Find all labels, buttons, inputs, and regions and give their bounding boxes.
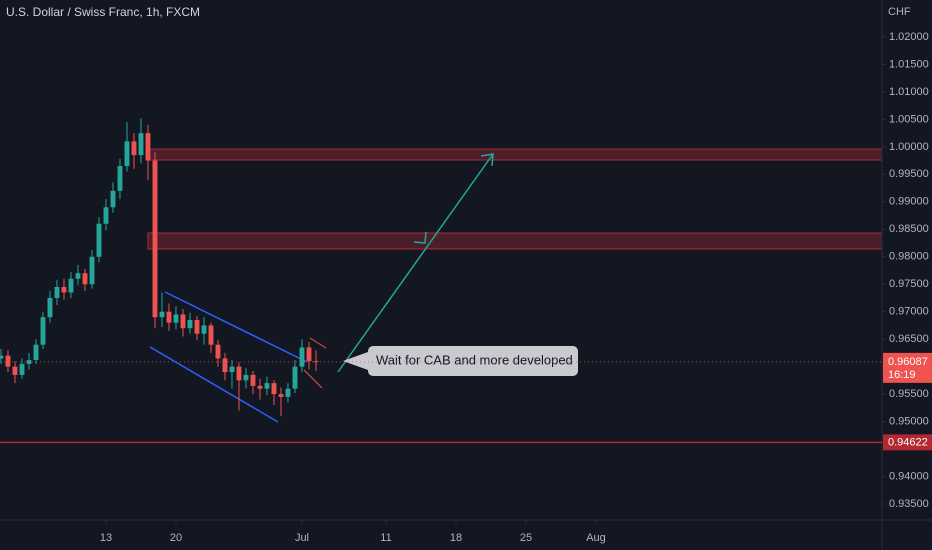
candle-body (145, 133, 151, 161)
candle-body (117, 166, 123, 191)
candle-body (166, 311, 172, 323)
y-tick-label: 1.00500 (889, 113, 929, 125)
x-tick-label: Jul (295, 532, 309, 544)
candle-body (285, 388, 291, 397)
candle-body (61, 286, 67, 293)
candle-body (292, 366, 298, 389)
callout-pointer (343, 352, 368, 370)
x-tick-label: Aug (586, 532, 606, 544)
last-price-badge (883, 352, 932, 383)
candle-body (138, 133, 144, 156)
candle-body (243, 374, 249, 381)
y-tick-label: 0.95500 (889, 388, 929, 400)
last-price-label: 0.96087 (888, 356, 928, 368)
supply-zone (147, 148, 883, 161)
y-tick-label: 0.98000 (889, 251, 929, 263)
candle-body (19, 363, 25, 375)
pattern-line (303, 369, 323, 389)
candle-body (236, 366, 242, 381)
chart-title: U.S. Dollar / Swiss Franc, 1h, FXCM (6, 5, 200, 19)
level-label: 0.94622 (888, 436, 928, 448)
candle-body (12, 366, 18, 375)
candle-body (229, 366, 235, 373)
y-tick-label: 1.01500 (889, 58, 929, 70)
candle-body (96, 223, 102, 257)
y-tick-label: 0.98500 (889, 223, 929, 235)
drawings (147, 148, 883, 423)
projection-arrow (337, 153, 494, 373)
annotation: Wait for CAB and more developed (376, 352, 573, 367)
candle-body (278, 394, 284, 397)
candle-body (194, 319, 200, 334)
y-tick-label: 0.93500 (889, 498, 929, 510)
candle-body (0, 355, 4, 359)
candle-body (103, 207, 109, 224)
candle-body (33, 344, 39, 361)
y-tick-label: 0.99500 (889, 168, 929, 180)
y-tick-label: 0.96500 (889, 333, 929, 345)
candle-body (201, 325, 207, 334)
x-tick-label: 11 (380, 532, 391, 544)
candle-body (250, 374, 256, 386)
candle-body (75, 273, 81, 279)
candle-body (110, 190, 116, 208)
candle-body (264, 383, 270, 389)
channel-line (149, 346, 279, 423)
countdown-label: 16:19 (888, 369, 916, 381)
level-badge (883, 434, 932, 451)
candle-body (54, 286, 60, 298)
candle-body (222, 358, 228, 373)
candle-body (40, 317, 46, 345)
candle-body (187, 319, 193, 329)
candle-body (313, 361, 319, 363)
axis-unit: CHF (888, 6, 911, 18)
x-tick-label: 13 (100, 532, 112, 544)
y-tick-label: 1.01000 (889, 86, 929, 98)
candle-body (299, 347, 305, 367)
candle-body (208, 325, 214, 345)
candle-body (68, 278, 74, 293)
candle-body (152, 160, 158, 318)
x-tick-label: 20 (170, 532, 182, 544)
candle-body (89, 256, 95, 285)
y-tick-label: 0.99000 (889, 196, 929, 208)
x-tick-label: 25 (520, 532, 532, 544)
candle-body (5, 355, 11, 367)
candle-body (82, 273, 88, 285)
x-tick-label: 18 (450, 532, 462, 544)
supply-zone (147, 232, 883, 250)
arrow-head (413, 231, 427, 244)
arrow-head (480, 153, 494, 167)
pattern-line (309, 337, 327, 349)
candle-body (257, 385, 263, 389)
candle-body (159, 311, 165, 318)
candle-body (180, 314, 186, 329)
candle-body (47, 297, 53, 318)
y-tick-label: 0.95000 (889, 415, 929, 427)
candle-body (124, 141, 130, 167)
y-tick-label: 0.97000 (889, 306, 929, 318)
y-tick-label: 1.02000 (889, 31, 929, 43)
candle-body (131, 141, 137, 156)
channel-line (164, 291, 308, 363)
callout-box (368, 346, 578, 376)
candle-body (271, 383, 277, 395)
y-tick-label: 0.94000 (889, 470, 929, 482)
candle-body (173, 314, 179, 323)
y-tick-label: 0.97500 (889, 278, 929, 290)
candle-body (215, 344, 221, 359)
y-tick-label: 1.00000 (889, 141, 929, 153)
candle-body (306, 347, 312, 362)
